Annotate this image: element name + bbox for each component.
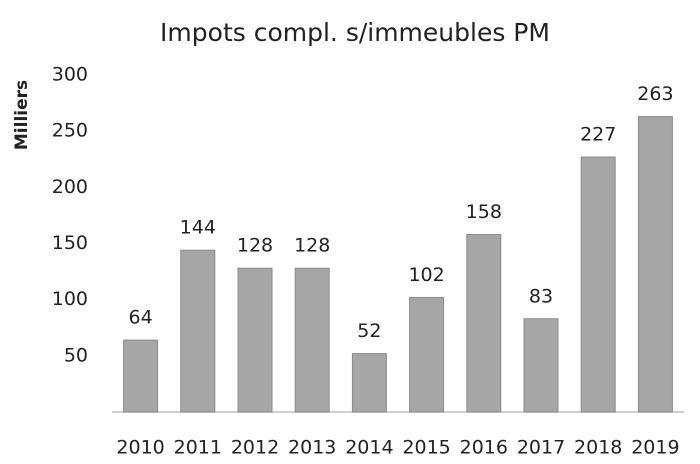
- bar: [466, 234, 502, 413]
- data-label: 227: [580, 124, 616, 146]
- y-tick-label: 50: [64, 344, 88, 366]
- data-label: 158: [466, 201, 502, 223]
- bar: [409, 296, 445, 413]
- bar: [123, 339, 159, 413]
- x-tick-label: 2017: [517, 437, 565, 459]
- y-axis-label: Milliers: [12, 80, 32, 150]
- bar: [237, 267, 273, 413]
- x-tick-label: 2016: [460, 437, 508, 459]
- data-label: 64: [129, 307, 153, 329]
- x-tick-label: 2014: [345, 437, 393, 459]
- x-tick-label: 2013: [288, 437, 336, 459]
- bar: [180, 249, 216, 413]
- data-label: 144: [180, 217, 216, 239]
- data-label: 128: [294, 235, 330, 257]
- data-label: 83: [529, 285, 553, 307]
- x-tick-label: 2012: [231, 437, 279, 459]
- data-label: 102: [408, 264, 444, 286]
- bar: [523, 318, 559, 413]
- data-label: 52: [357, 320, 381, 342]
- x-tick-label: 2018: [574, 437, 622, 459]
- chart-title: Impots compl. s/immeubles PM: [160, 18, 550, 47]
- y-tick-label: 250: [52, 120, 88, 142]
- y-tick-label: 200: [52, 176, 88, 198]
- y-tick-label: 100: [52, 288, 88, 310]
- y-tick-label: 150: [52, 232, 88, 254]
- x-tick-label: 2011: [174, 437, 222, 459]
- bar: [637, 116, 673, 413]
- x-tick-label: 2015: [402, 437, 450, 459]
- data-label: 128: [237, 235, 273, 257]
- bar: [294, 267, 330, 413]
- data-label: 263: [637, 83, 673, 105]
- y-tick-label: 300: [52, 64, 88, 86]
- bar: [580, 156, 616, 413]
- x-tick-label: 2010: [116, 437, 164, 459]
- bar: [351, 353, 387, 413]
- x-tick-label: 2019: [631, 437, 679, 459]
